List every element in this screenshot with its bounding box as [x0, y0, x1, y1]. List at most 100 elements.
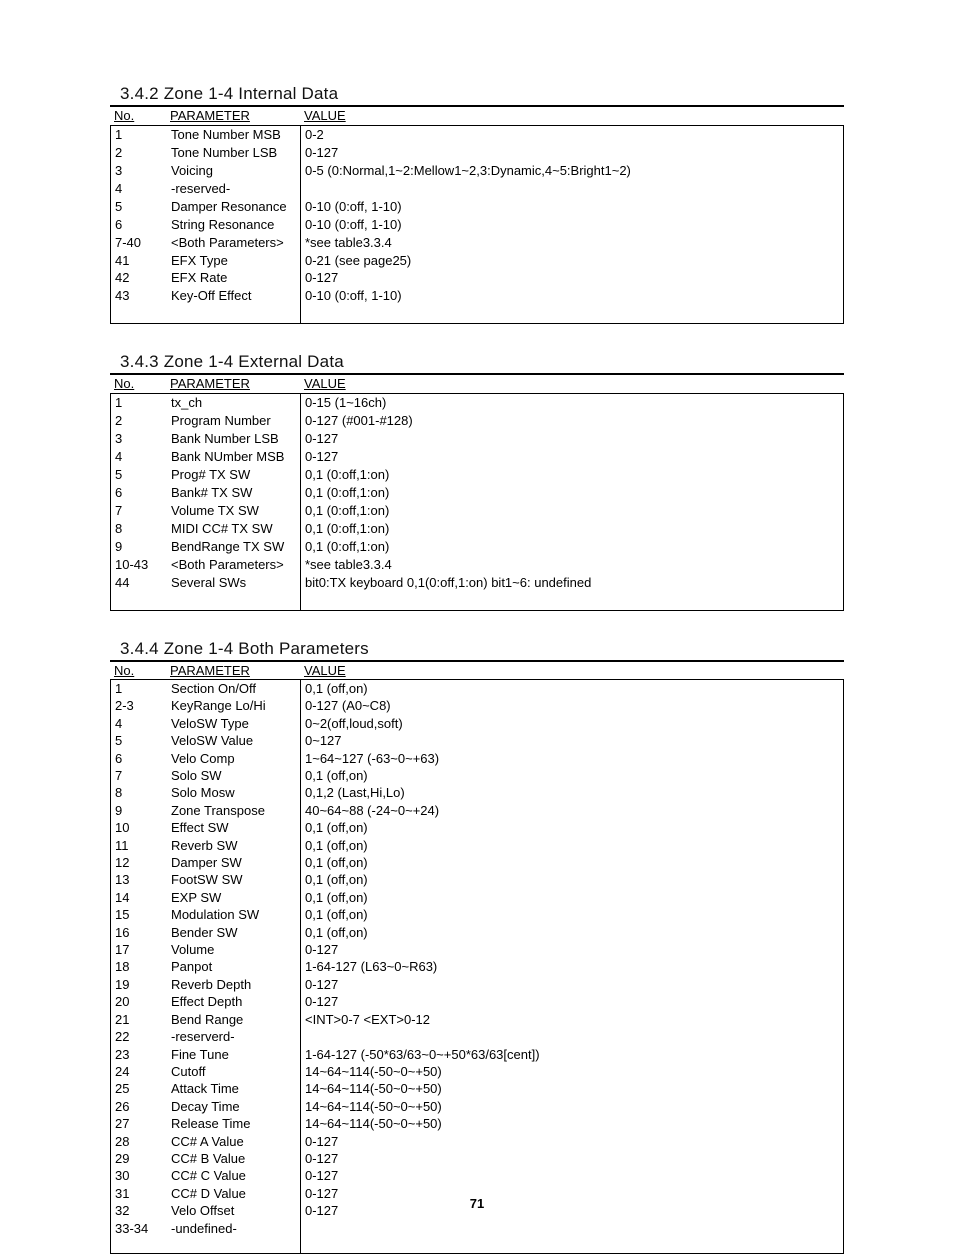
table-row: 2Tone Number LSB0-127 [111, 144, 843, 162]
cell-no: 20 [111, 993, 167, 1010]
cell-no: 7-40 [111, 234, 167, 252]
cell-no: 6 [111, 216, 167, 234]
cell-parameter: CC# A Value [167, 1133, 301, 1150]
cell-no: 2-3 [111, 697, 167, 714]
cell-parameter: Section On/Off [167, 680, 301, 697]
cell-no: 43 [111, 287, 167, 305]
column-header-parameter: PARAMETER [166, 107, 300, 125]
cell-no: 4 [111, 448, 167, 466]
cell-parameter: -reserved- [167, 180, 301, 198]
cell-parameter: Tone Number MSB [167, 126, 301, 144]
cell-parameter: Decay Time [167, 1098, 301, 1115]
parameter-table: No.PARAMETERVALUE1Tone Number MSB0-22Ton… [110, 105, 844, 324]
table-trailing-space [111, 592, 843, 610]
cell-no: 27 [111, 1115, 167, 1132]
cell-no: 4 [111, 180, 167, 198]
cell-parameter: Bender SW [167, 924, 301, 941]
cell-parameter: VeloSW Type [167, 715, 301, 732]
cell-value: 0-127 [301, 269, 843, 287]
cell-no: 17 [111, 941, 167, 958]
cell-value: 0,1 (off,on) [301, 924, 843, 941]
cell-no: 21 [111, 1011, 167, 1028]
cell-parameter: <Both Parameters> [167, 556, 301, 574]
cell-no: 10 [111, 819, 167, 836]
cell-no: 1 [111, 680, 167, 697]
cell-parameter: Damper SW [167, 854, 301, 871]
cell-value: 40~64~88 (-24~0~+24) [301, 802, 843, 819]
table-row: 2-3KeyRange Lo/Hi0-127 (A0~C8) [111, 697, 843, 714]
cell-value: 0-10 (0:off, 1-10) [301, 216, 843, 234]
table-row: 16Bender SW0,1 (off,on) [111, 924, 843, 941]
table-row: 1Section On/Off0,1 (off,on) [111, 680, 843, 697]
cell-parameter: tx_ch [167, 394, 301, 412]
table-row: 17Volume0-127 [111, 941, 843, 958]
table-row: 10-43<Both Parameters>*see table3.3.4 [111, 556, 843, 574]
cell-no: 3 [111, 162, 167, 180]
cell-value: *see table3.3.4 [301, 556, 843, 574]
cell-value: 0-127 [301, 448, 843, 466]
cell-no: 13 [111, 871, 167, 888]
cell-parameter: Effect Depth [167, 993, 301, 1010]
cell-value: 0~2(off,loud,soft) [301, 715, 843, 732]
column-header-value: VALUE [300, 662, 844, 679]
table-row: 4-reserved- [111, 180, 843, 198]
cell-value: 14~64~114(-50~0~+50) [301, 1080, 843, 1097]
section-heading: 3.4.4 Zone 1-4 Both Parameters [110, 639, 844, 659]
table-row: 22-reserverd- [111, 1028, 843, 1045]
column-header-value: VALUE [300, 107, 844, 125]
table-row: 21Bend Range<INT>0-7 <EXT>0-12 [111, 1011, 843, 1028]
cell-value: 0-127 [301, 144, 843, 162]
cell-parameter: Tone Number LSB [167, 144, 301, 162]
cell-value: 1-64-127 (-50*63/63~0~+50*63/63[cent]) [301, 1046, 843, 1063]
cell-value: 14~64~114(-50~0~+50) [301, 1063, 843, 1080]
cell-no: 5 [111, 732, 167, 749]
cell-value: 0,1 (off,on) [301, 680, 843, 697]
table-body: 1tx_ch0-15 (1~16ch)2Program Number0-127 … [110, 394, 844, 609]
cell-parameter: Zone Transpose [167, 802, 301, 819]
column-header-no: No. [110, 107, 166, 125]
parameter-table: No.PARAMETERVALUE1tx_ch0-15 (1~16ch)2Pro… [110, 373, 844, 610]
cell-value: 0,1 (0:off,1:on) [301, 466, 843, 484]
cell-value [301, 1028, 843, 1045]
table-row: 4VeloSW Type0~2(off,loud,soft) [111, 715, 843, 732]
cell-no: 1 [111, 126, 167, 144]
cell-no: 14 [111, 889, 167, 906]
column-header-parameter: PARAMETER [166, 375, 300, 393]
cell-value: 0-10 (0:off, 1-10) [301, 198, 843, 216]
cell-value: 0~127 [301, 732, 843, 749]
cell-parameter: Key-Off Effect [167, 287, 301, 305]
cell-parameter: Solo Mosw [167, 784, 301, 801]
cell-no: 1 [111, 394, 167, 412]
cell-no: 15 [111, 906, 167, 923]
cell-no: 6 [111, 750, 167, 767]
cell-no: 28 [111, 1133, 167, 1150]
table-row: 14EXP SW0,1 (off,on) [111, 889, 843, 906]
cell-value: 0-127 (#001-#128) [301, 412, 843, 430]
cell-value: bit0:TX keyboard 0,1(0:off,1:on) bit1~6:… [301, 574, 843, 592]
cell-value: 0,1 (0:off,1:on) [301, 538, 843, 556]
cell-value: 0-10 (0:off, 1-10) [301, 287, 843, 305]
table-row: 5Damper Resonance0-10 (0:off, 1-10) [111, 198, 843, 216]
cell-no: 44 [111, 574, 167, 592]
table-header: No.PARAMETERVALUE [110, 662, 844, 680]
cell-no: 24 [111, 1063, 167, 1080]
table-row: 5Prog# TX SW0,1 (0:off,1:on) [111, 466, 843, 484]
table-row: 1tx_ch0-15 (1~16ch) [111, 394, 843, 412]
cell-parameter: Bank NUmber MSB [167, 448, 301, 466]
table-row: 33-34-undefined- [111, 1220, 843, 1237]
table-row: 42EFX Rate0-127 [111, 269, 843, 287]
table-row: 26Decay Time14~64~114(-50~0~+50) [111, 1098, 843, 1115]
cell-parameter: Fine Tune [167, 1046, 301, 1063]
cell-parameter: Bank Number LSB [167, 430, 301, 448]
table-row: 29CC# B Value0-127 [111, 1150, 843, 1167]
cell-value: 0,1,2 (Last,Hi,Lo) [301, 784, 843, 801]
cell-no: 16 [111, 924, 167, 941]
table-row: 28CC# A Value0-127 [111, 1133, 843, 1150]
cell-no: 22 [111, 1028, 167, 1045]
table-header: No.PARAMETERVALUE [110, 375, 844, 394]
cell-parameter: Prog# TX SW [167, 466, 301, 484]
cell-value: 0,1 (off,on) [301, 906, 843, 923]
cell-parameter: KeyRange Lo/Hi [167, 697, 301, 714]
cell-parameter: EFX Type [167, 252, 301, 270]
cell-value [301, 180, 843, 198]
